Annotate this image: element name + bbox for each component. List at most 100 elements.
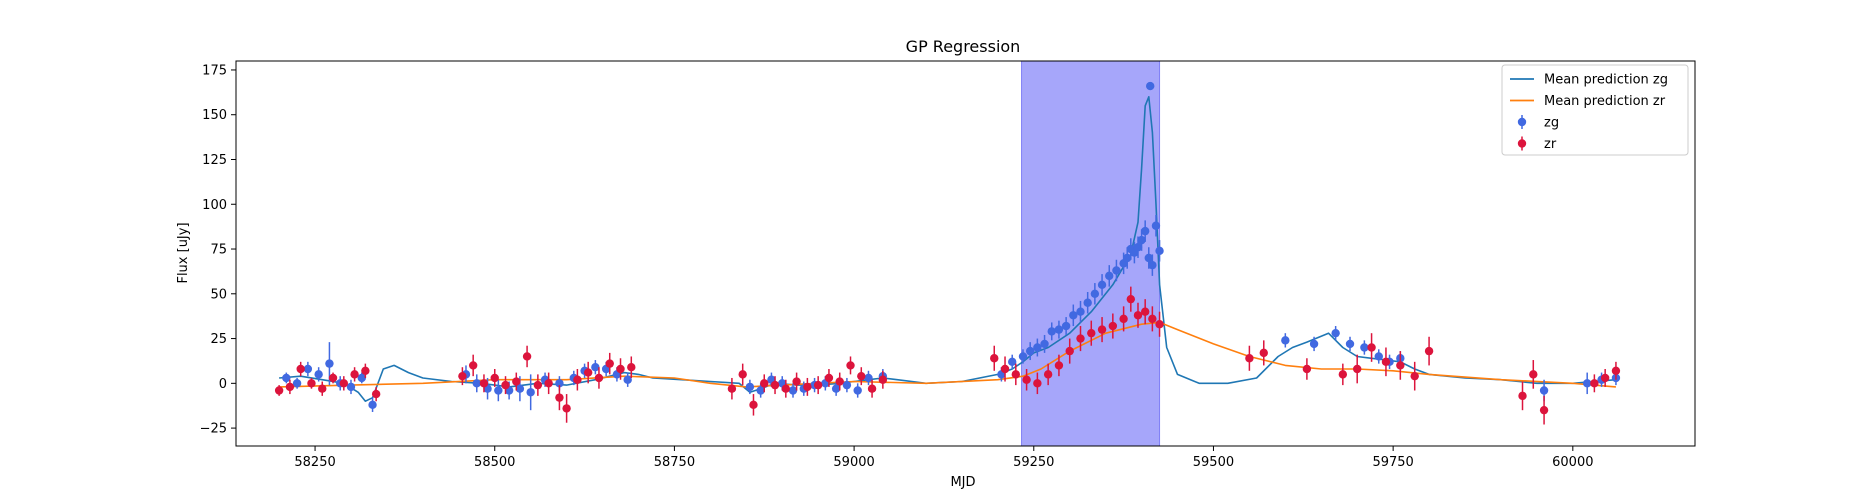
data-point xyxy=(1018,352,1028,361)
legend-item: Mean prediction zg xyxy=(1510,73,1668,88)
series-points-zg xyxy=(282,81,1621,412)
data-point xyxy=(1146,81,1155,91)
data-point xyxy=(792,377,801,386)
data-point xyxy=(853,386,862,395)
data-point xyxy=(1033,343,1042,352)
y-tick-label: −25 xyxy=(200,422,227,437)
data-point xyxy=(760,379,769,388)
data-point xyxy=(1529,370,1538,379)
data-point xyxy=(591,363,600,372)
data-point xyxy=(371,389,381,399)
data-point xyxy=(573,375,582,384)
data-point xyxy=(846,361,855,370)
y-tick-label: 0 xyxy=(219,377,227,392)
data-point xyxy=(1338,370,1348,379)
data-point xyxy=(1105,271,1114,281)
data-point xyxy=(1090,289,1100,298)
data-point xyxy=(627,363,636,372)
data-point xyxy=(1144,253,1153,263)
x-tick-label: 59000 xyxy=(833,455,874,470)
x-tick-label: 58500 xyxy=(474,455,515,470)
legend-label: Mean prediction zr xyxy=(1544,94,1666,109)
plot-area xyxy=(236,61,1695,446)
data-point xyxy=(745,382,755,392)
data-point xyxy=(1410,371,1419,381)
data-point xyxy=(357,373,366,383)
data-point xyxy=(824,373,834,383)
data-point xyxy=(1061,321,1071,331)
y-tick-label: 50 xyxy=(210,287,227,302)
data-point xyxy=(1040,339,1049,349)
data-point xyxy=(1396,361,1405,370)
data-point xyxy=(842,380,852,390)
data-point xyxy=(756,386,765,395)
data-point xyxy=(368,400,377,410)
data-point xyxy=(1112,266,1121,275)
data-point xyxy=(1331,328,1340,338)
data-point xyxy=(1137,235,1146,245)
data-point xyxy=(1360,343,1369,352)
data-point xyxy=(1123,253,1132,263)
plot-background xyxy=(236,61,1695,446)
legend: Mean prediction zg Mean prediction zr zg zr xyxy=(1501,64,1689,156)
x-tick-label: 58750 xyxy=(654,455,695,470)
data-point xyxy=(555,393,564,402)
data-point xyxy=(1047,327,1056,336)
data-point xyxy=(501,380,510,390)
y-tick-label: 150 xyxy=(202,108,227,123)
legend-swatch-marker xyxy=(1517,117,1527,127)
data-point xyxy=(361,366,370,375)
data-point xyxy=(1133,311,1143,320)
y-tick-label: 75 xyxy=(210,243,227,258)
data-point xyxy=(605,359,614,368)
data-point xyxy=(1119,314,1128,324)
y-tick-label: 175 xyxy=(202,63,227,78)
data-point xyxy=(1309,339,1319,349)
data-point xyxy=(1065,346,1074,356)
legend-item: zr xyxy=(1517,136,1557,152)
data-point xyxy=(1011,370,1021,379)
data-point xyxy=(1518,391,1527,401)
data-point xyxy=(1353,364,1362,374)
data-point xyxy=(307,379,316,388)
data-point xyxy=(318,384,327,393)
shaded-region xyxy=(1021,60,1161,447)
data-point xyxy=(274,386,284,395)
data-point xyxy=(1033,379,1042,388)
data-point xyxy=(303,364,313,374)
x-tick-label: 59750 xyxy=(1372,455,1413,470)
data-point xyxy=(328,373,338,383)
data-point xyxy=(512,377,521,386)
data-point xyxy=(781,384,791,393)
data-point xyxy=(1008,357,1017,367)
data-point xyxy=(1600,373,1610,383)
legend-label: zg xyxy=(1544,116,1559,131)
x-tick-label: 59500 xyxy=(1193,455,1234,470)
data-point xyxy=(1069,311,1078,320)
legend-label: Mean prediction zg xyxy=(1544,73,1668,88)
data-point xyxy=(878,375,888,384)
data-point xyxy=(325,359,334,368)
y-tick-label: 25 xyxy=(210,332,227,347)
legend-item: zg xyxy=(1517,115,1559,131)
data-point xyxy=(1083,298,1092,307)
data-point xyxy=(350,370,359,379)
x-tick-label: 60000 xyxy=(1552,455,1593,470)
y-tick-label: 100 xyxy=(202,198,227,213)
axes-layer: 58250 58500 58750 59000 59250 59500 59750 60000… xyxy=(200,60,1696,470)
data-point xyxy=(292,379,302,388)
series-points-zr xyxy=(274,286,1621,425)
data-point xyxy=(835,377,844,386)
data-point xyxy=(522,352,532,361)
data-point xyxy=(1539,386,1549,395)
data-point xyxy=(1148,314,1157,324)
data-point xyxy=(990,354,999,363)
data-point xyxy=(285,382,295,392)
data-point xyxy=(1126,294,1136,304)
data-point xyxy=(314,370,323,379)
data-point xyxy=(555,379,564,388)
data-point xyxy=(864,373,873,383)
data-point xyxy=(1054,325,1064,334)
legend-item: Mean prediction zr xyxy=(1510,94,1666,109)
data-point xyxy=(526,388,535,397)
